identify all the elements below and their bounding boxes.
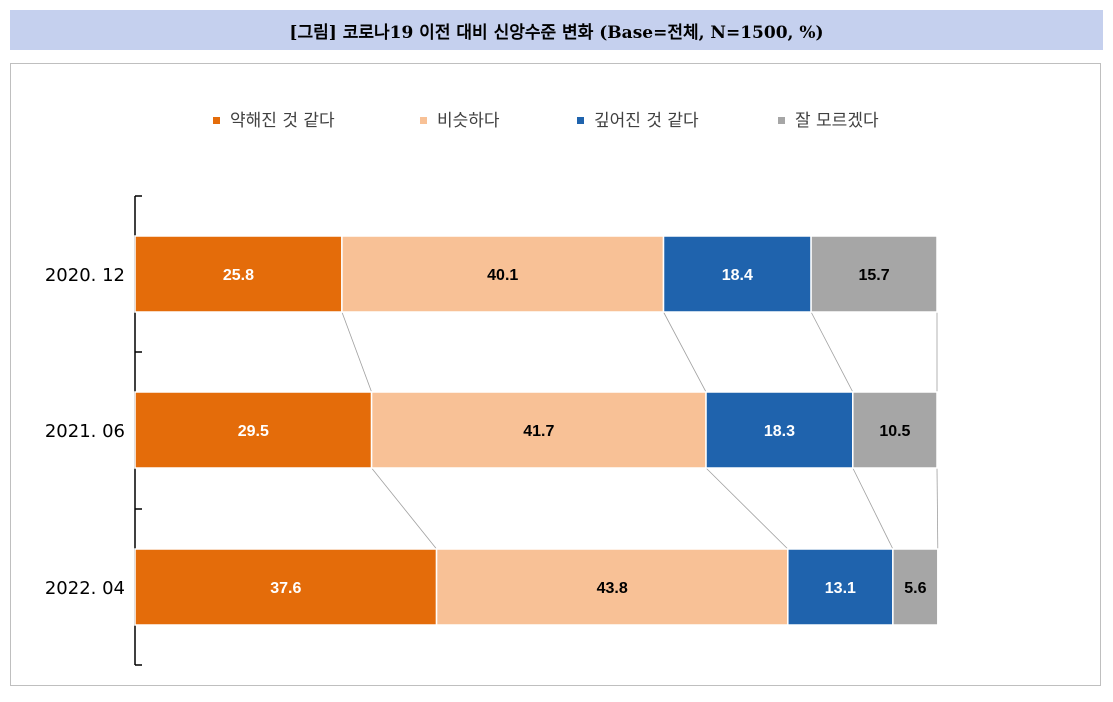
series-line-2-4 — [936, 467, 939, 550]
legend-label-2: 비슷하다 — [437, 111, 500, 131]
legend: 약해진 것 같다 비슷하다 깊어진 것 같다 잘 모르겠다 — [213, 111, 879, 131]
category-axis: 2020. 12 2021. 06 2022. 04 — [45, 195, 142, 666]
legend-label-4: 잘 모르겠다 — [795, 111, 879, 131]
category-label-2020-12: 2020. 12 — [45, 265, 125, 286]
series-line-1-3 — [810, 311, 854, 393]
data-label-2020-12-s2: 40.1 — [487, 267, 518, 284]
series-line-1-2 — [663, 311, 707, 393]
legend-label-1: 약해진 것 같다 — [230, 111, 335, 131]
category-label-2021-06: 2021. 06 — [45, 421, 125, 442]
bar-2022-04-s3 — [787, 548, 894, 626]
data-label-2021-06-s1: 29.5 — [238, 423, 269, 440]
series-line-2-1 — [371, 467, 437, 550]
data-label-2022-04-s3: 13.1 — [825, 580, 856, 597]
bar-2021-06-s4 — [852, 391, 938, 469]
data-label-2022-04-s2: 43.8 — [597, 580, 628, 597]
bar-2020-12-s2 — [341, 235, 665, 313]
chart-title: [그림] 코로나19 이전 대비 신앙수준 변화 (Base=전체, N=150… — [289, 22, 824, 43]
bar-2020-12-s3 — [662, 235, 812, 313]
legend-swatch-4 — [778, 117, 785, 124]
data-label-2021-06-s3: 18.3 — [764, 423, 795, 440]
data-label-2021-06-s4: 10.5 — [879, 423, 910, 440]
legend-label-3: 깊어진 것 같다 — [594, 111, 699, 131]
bar-2022-04-s2 — [435, 548, 789, 626]
data-label-2020-12-s4: 15.7 — [858, 267, 889, 284]
legend-swatch-2 — [420, 117, 427, 124]
series-line-2-3 — [852, 467, 894, 550]
bar-2020-12-s1 — [134, 235, 343, 313]
legend-swatch-1 — [213, 117, 220, 124]
series-line-1-1 — [341, 311, 372, 393]
data-label-2020-12-s1: 25.8 — [223, 267, 254, 284]
data-label-2022-04-s1: 37.6 — [270, 580, 301, 597]
bars — [134, 235, 939, 626]
legend-swatch-3 — [577, 117, 584, 124]
series-lines — [341, 311, 939, 550]
data-label-2020-12-s3: 18.4 — [722, 267, 753, 284]
category-label-2022-04: 2022. 04 — [45, 578, 125, 599]
chart-title-bar: [그림] 코로나19 이전 대비 신앙수준 변화 (Base=전체, N=150… — [10, 10, 1103, 50]
bar-2021-06-s3 — [705, 391, 854, 469]
data-labels: 25.8 40.1 18.4 15.7 29.5 41.7 18.3 10.5 37.6 43.8… — [223, 267, 927, 597]
bar-2021-06-s2 — [370, 391, 707, 469]
bar-2020-12-s4 — [810, 235, 938, 313]
data-label-2022-04-s4: 5.6 — [904, 580, 926, 597]
bar-2021-06-s1 — [134, 391, 373, 469]
data-label-2021-06-s2: 41.7 — [523, 423, 554, 440]
series-line-2-2 — [705, 467, 789, 550]
bar-2022-04-s4 — [892, 548, 939, 626]
